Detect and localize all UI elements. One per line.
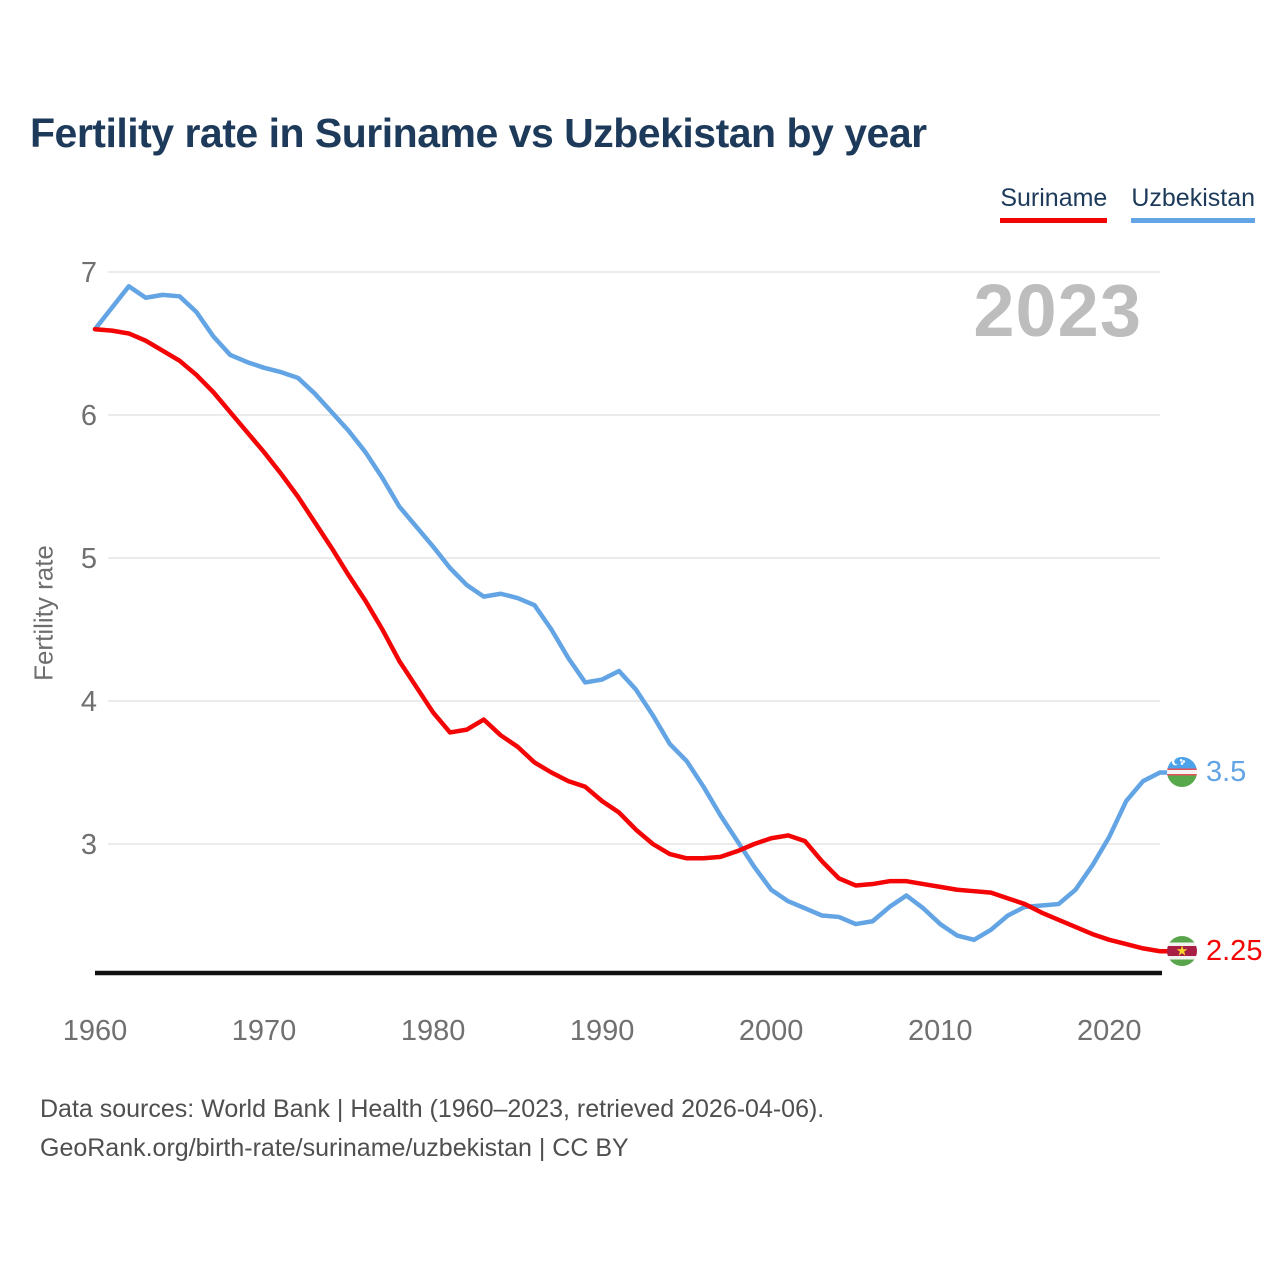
y-tick-label: 7: [81, 257, 97, 289]
data-sources-footer: Data sources: World Bank | Health (1960–…: [40, 1090, 824, 1168]
star-glyph: ★: [1175, 942, 1189, 959]
watermark-year: 2023: [973, 269, 1142, 352]
x-tick-label: 2010: [908, 1015, 973, 1047]
footer-line-2: GeoRank.org/birth-rate/suriname/uzbekist…: [40, 1134, 629, 1162]
page-title: Fertility rate in Suriname vs Uzbekistan…: [30, 110, 927, 156]
suriname-end-value: 2.25: [1206, 935, 1263, 967]
x-tick-label: 1990: [570, 1015, 635, 1047]
legend-item-uzbekistan[interactable]: Uzbekistan: [1131, 184, 1255, 223]
x-tick-label: 1970: [232, 1015, 297, 1047]
y-tick-label: 3: [81, 829, 97, 861]
suriname-flag-icon: ★: [1167, 936, 1197, 966]
y-tick-label: 5: [81, 543, 97, 575]
y-axis-title: Fertility rate: [28, 545, 59, 681]
x-tick-label: 2020: [1077, 1015, 1142, 1047]
y-tick-label: 4: [81, 686, 97, 718]
suriname-line[interactable]: [92, 326, 1170, 954]
legend: Suriname Uzbekistan: [1000, 184, 1255, 223]
uzbekistan-line[interactable]: [92, 284, 1170, 943]
legend-item-suriname[interactable]: Suriname: [1000, 184, 1108, 223]
uzbekistan-end-value: 3.5: [1206, 756, 1247, 788]
footer-line-1: Data sources: World Bank | Health (1960–…: [40, 1095, 825, 1123]
x-tick-label: 1980: [401, 1015, 466, 1047]
x-tick-label: 2000: [739, 1015, 804, 1047]
end-label-uzbekistan: 3.5: [1167, 757, 1246, 787]
x-tick-label: 1960: [63, 1015, 128, 1047]
uzbekistan-flag-icon: [1167, 757, 1197, 787]
y-tick-label: 6: [81, 400, 97, 432]
end-label-suriname: ★ 2.25: [1167, 936, 1262, 966]
